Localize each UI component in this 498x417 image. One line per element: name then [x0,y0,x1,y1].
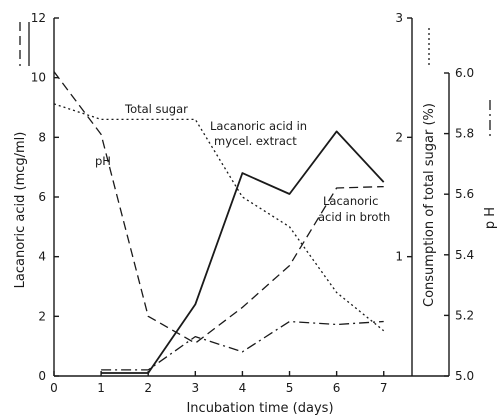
annotation-broth-line1: Lacanoric [323,194,378,208]
x-tick-label: 3 [191,381,199,395]
annotation-total-sugar: Total sugar [124,102,188,116]
series-line-ph [101,320,384,371]
right2-tick-label: 6.0 [455,66,474,80]
left-tick-label: 4 [38,250,46,264]
left-tick-label: 2 [38,309,46,323]
right1-axis-label: Consumption of total sugar (%) [422,103,437,307]
series-line-lacanoric-acid-in-broth [53,71,384,344]
left-tick-label: 12 [31,11,46,25]
x-tick-label: 1 [97,381,105,395]
series-lines [53,71,385,374]
right2-tick-label: 5.6 [455,187,474,201]
left-axis-ticks: 0 2 4 6 8 10 12 [31,11,59,383]
x-axis-ticks: 0 1 2 3 4 5 6 7 [50,371,388,395]
left-tick-label: 10 [31,71,46,85]
plot-frame [19,18,491,377]
left-axis-label: Lacanoric acid (mcg/ml) [13,132,28,289]
right2-tick-label: 5.4 [455,248,474,262]
annotation-broth-line2: acid in broth [318,210,390,224]
right1-tick-label: 1 [395,250,403,264]
x-tick-label: 2 [144,381,152,395]
x-tick-label: 5 [286,381,294,395]
right1-axis-ticks: 1 2 3 [395,11,412,264]
x-tick-label: 4 [239,381,247,395]
x-tick-label: 0 [50,381,58,395]
right2-axis-ticks: 5.0 5.2 5.4 5.6 5.8 6.0 [444,66,474,383]
right2-axis-label: p H [483,207,498,229]
left-tick-label: 8 [38,130,46,144]
series-line-lacanoric-acid-in-mycel-extract [101,130,385,374]
right2-tick-label: 5.0 [455,369,474,383]
annotation-mycel-line1: Lacanoric acid in [210,119,307,133]
right2-tick-label: 5.2 [455,308,474,322]
annotation-ph: pH [95,154,111,168]
annotation-mycel-line2: mycel. extract [214,134,297,148]
left-tick-label: 0 [38,369,46,383]
x-tick-label: 7 [380,381,388,395]
left-tick-label: 6 [38,190,46,204]
right2-tick-label: 5.8 [455,127,474,141]
x-tick-label: 6 [333,381,341,395]
right1-tick-label: 2 [395,130,403,144]
x-axis-label: Incubation time (days) [186,401,333,416]
right1-tick-label: 3 [395,11,403,25]
